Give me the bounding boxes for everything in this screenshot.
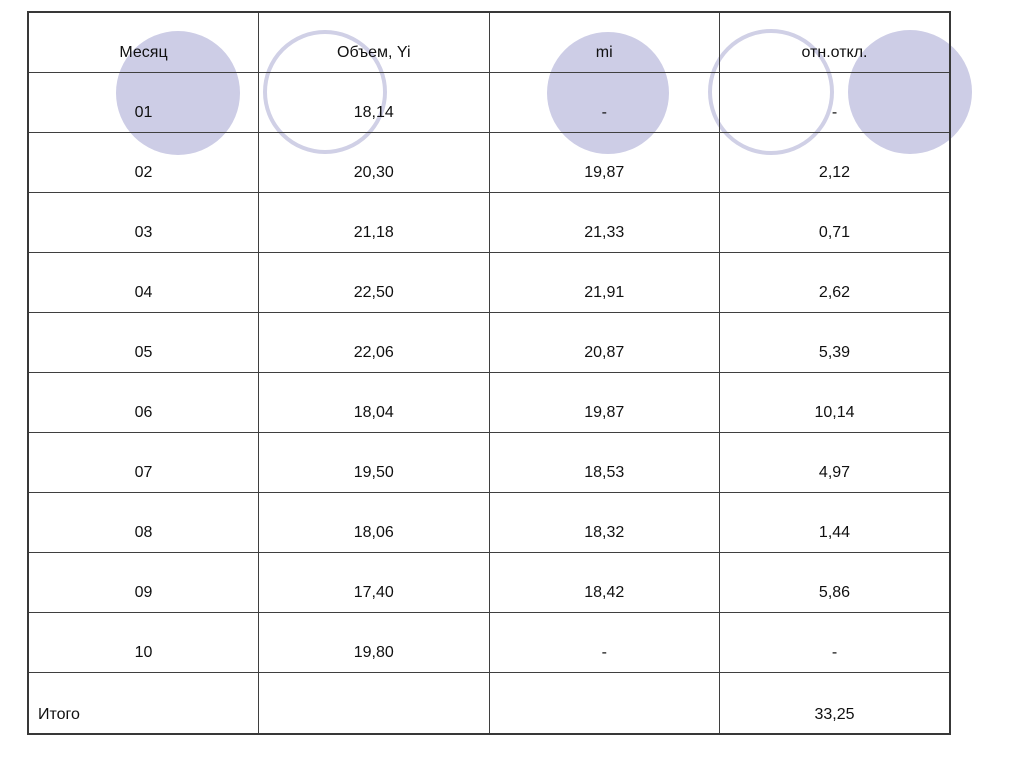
volume-cell: 21,18 (258, 191, 490, 253)
data-table: Месяц Объем, Yi mi отн.откл. 01 18,14 - … (27, 11, 951, 735)
volume-cell: 20,30 (258, 131, 490, 193)
table-row: 02 20,30 19,87 2,12 (27, 131, 951, 193)
table-row: 03 21,18 21,33 0,71 (27, 191, 951, 253)
month-cell: 07 (27, 431, 259, 493)
month-cell: 09 (27, 551, 259, 613)
table-row: 04 22,50 21,91 2,62 (27, 251, 951, 313)
volume-cell: 18,14 (258, 71, 490, 133)
mi-cell: - (488, 71, 720, 133)
mi-cell: 19,87 (488, 131, 720, 193)
table-row: 07 19,50 18,53 4,97 (27, 431, 951, 493)
month-cell: 08 (27, 491, 259, 553)
month-cell: 06 (27, 371, 259, 433)
mi-cell: 21,91 (488, 251, 720, 313)
table-row: 10 19,80 - - (27, 611, 951, 673)
column-header-volume: Объем, Yi (258, 11, 490, 73)
mi-cell: 18,53 (488, 431, 720, 493)
table-row: 01 18,14 - - (27, 71, 951, 133)
volume-cell: 17,40 (258, 551, 490, 613)
total-deviation-cell: 33,25 (719, 671, 951, 735)
deviation-cell: - (719, 611, 951, 673)
deviation-cell: 5,39 (719, 311, 951, 373)
volume-cell: 22,50 (258, 251, 490, 313)
volume-cell: 22,06 (258, 311, 490, 373)
mi-cell: 18,42 (488, 551, 720, 613)
total-mi-cell (488, 671, 720, 735)
mi-cell: 20,87 (488, 311, 720, 373)
mi-cell: 21,33 (488, 191, 720, 253)
volume-cell: 19,80 (258, 611, 490, 673)
month-cell: 01 (27, 71, 259, 133)
mi-cell: - (488, 611, 720, 673)
deviation-cell: 5,86 (719, 551, 951, 613)
deviation-cell: 1,44 (719, 491, 951, 553)
header-row: Месяц Объем, Yi mi отн.откл. (27, 11, 951, 73)
deviation-cell: 2,12 (719, 131, 951, 193)
table-row: 05 22,06 20,87 5,39 (27, 311, 951, 373)
table-row: 09 17,40 18,42 5,86 (27, 551, 951, 613)
deviation-cell: 4,97 (719, 431, 951, 493)
total-volume-cell (258, 671, 490, 735)
deviation-cell: - (719, 71, 951, 133)
month-cell: 03 (27, 191, 259, 253)
deviation-cell: 10,14 (719, 371, 951, 433)
table-row: 08 18,06 18,32 1,44 (27, 491, 951, 553)
month-cell: 04 (27, 251, 259, 313)
column-header-mi: mi (488, 11, 720, 73)
mi-cell: 19,87 (488, 371, 720, 433)
column-header-deviation: отн.откл. (719, 11, 951, 73)
volume-cell: 18,04 (258, 371, 490, 433)
column-header-month: Месяц (27, 11, 259, 73)
volume-cell: 18,06 (258, 491, 490, 553)
month-cell: 10 (27, 611, 259, 673)
total-label-cell: Итого (27, 671, 259, 735)
month-cell: 05 (27, 311, 259, 373)
month-cell: 02 (27, 131, 259, 193)
volume-cell: 19,50 (258, 431, 490, 493)
total-row: Итого 33,25 (27, 671, 951, 735)
deviation-cell: 0,71 (719, 191, 951, 253)
table-row: 06 18,04 19,87 10,14 (27, 371, 951, 433)
deviation-cell: 2,62 (719, 251, 951, 313)
mi-cell: 18,32 (488, 491, 720, 553)
